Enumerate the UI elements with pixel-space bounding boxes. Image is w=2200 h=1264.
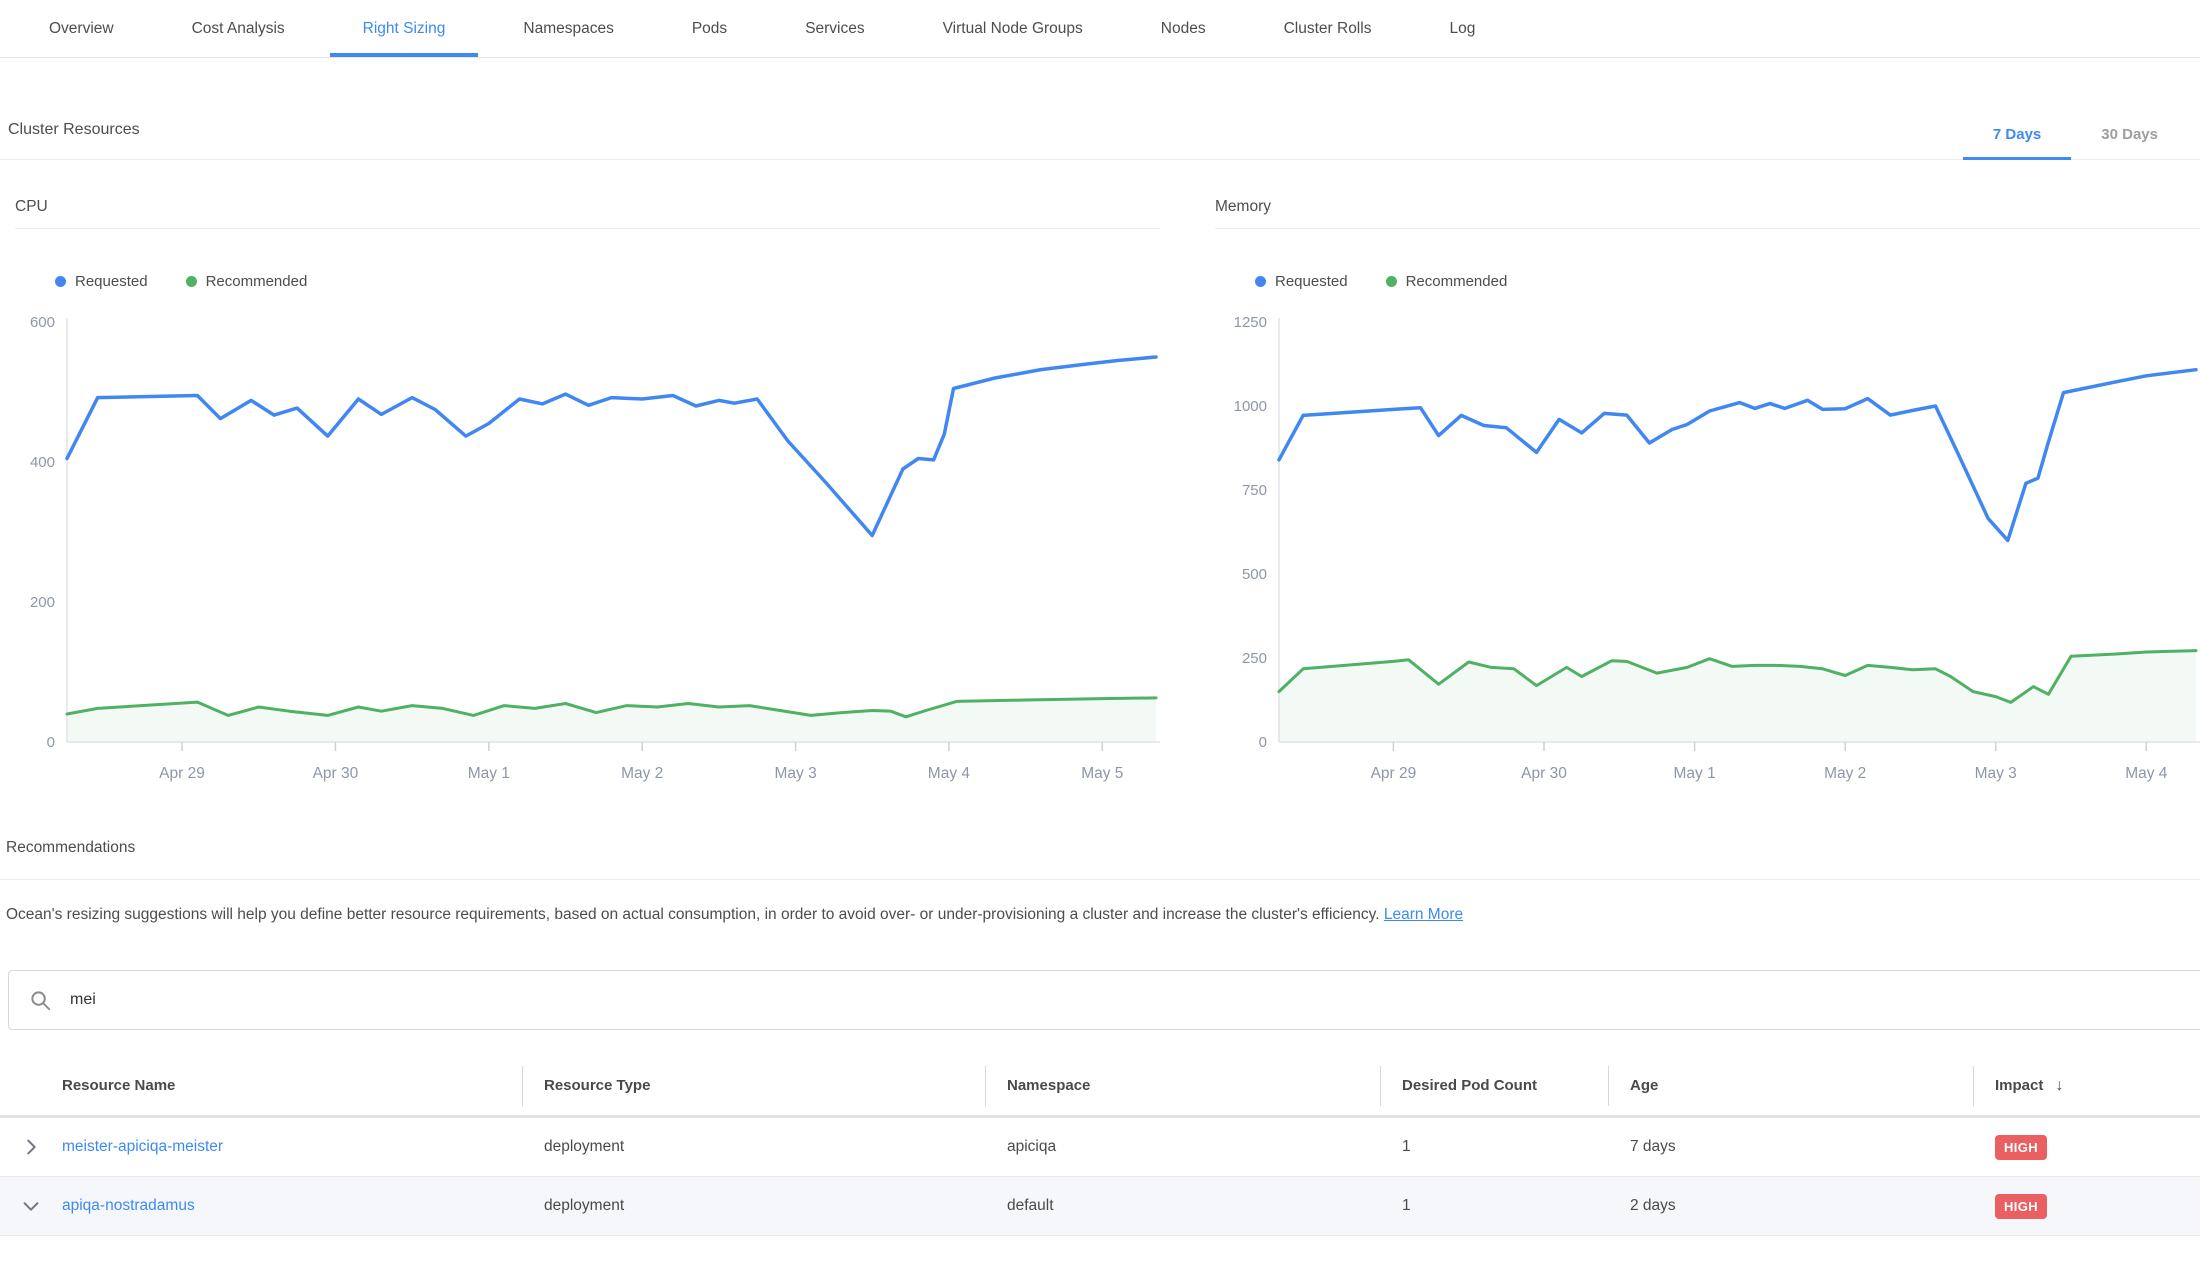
cpu-chart-panel: CPU Requested Recommended 0 200 400 600 Apr 2…	[15, 198, 1160, 791]
legend-label: Requested	[1275, 273, 1348, 290]
th-age[interactable]: Age	[1608, 1065, 1973, 1106]
pod-count-cell: 1	[1402, 1138, 1411, 1155]
charts-row: CPU Requested Recommended 0 200 400 600 Apr 2…	[0, 198, 2200, 791]
svg-text:May 3: May 3	[774, 765, 816, 782]
search-input[interactable]	[68, 990, 968, 1010]
namespace-cell: default	[1007, 1197, 1054, 1214]
time-range-toggle: 7 Days 30 Days	[1962, 126, 2188, 160]
resource-search-box	[8, 970, 2200, 1030]
svg-text:May 4: May 4	[928, 765, 971, 782]
table-row: apiqa-nostradamus deployment default 1 2 day…	[0, 1177, 2200, 1236]
legend-item-recommended[interactable]: Recommended	[185, 273, 308, 290]
svg-text:0: 0	[47, 734, 55, 751]
search-icon	[31, 990, 51, 1010]
tab-cluster-rolls[interactable]: Cluster Rolls	[1283, 19, 1372, 37]
svg-text:May 4: May 4	[2125, 765, 2168, 782]
legend-label: Recommended	[1405, 273, 1508, 290]
svg-text:600: 600	[30, 314, 55, 331]
tab-overview[interactable]: Overview	[49, 19, 114, 37]
recommendations-title: Recommendations	[0, 839, 2200, 880]
tab-namespaces[interactable]: Namespaces	[523, 19, 614, 37]
resource-type-cell: deployment	[544, 1138, 625, 1155]
th-desired-pod-count[interactable]: Desired Pod Count	[1380, 1065, 1608, 1106]
svg-text:1000: 1000	[1234, 398, 1267, 415]
svg-text:May 1: May 1	[1673, 765, 1715, 782]
main-tab-bar: Overview Cost Analysis Right Sizing Namespa…	[0, 0, 2200, 58]
svg-text:May 2: May 2	[621, 765, 663, 782]
tab-log[interactable]: Log	[1449, 19, 1476, 37]
legend-item-recommended[interactable]: Recommended	[1385, 273, 1508, 290]
recommendations-table: Resource Name Resource Type Namespace Desir…	[0, 1056, 2200, 1236]
memory-chart-panel: Memory Requested Recommended 0 250 500 750 10…	[1215, 198, 2200, 791]
tab-nodes[interactable]: Nodes	[1160, 19, 1206, 37]
memory-chart-title: Memory	[1215, 198, 2200, 229]
legend-label: Recommended	[205, 273, 308, 290]
svg-text:Apr 29: Apr 29	[1371, 765, 1417, 782]
resource-type-cell: deployment	[544, 1197, 625, 1214]
svg-text:750: 750	[1242, 482, 1267, 499]
section-title: Cluster Resources	[8, 121, 140, 138]
range-tab-30-days[interactable]: 30 Days	[2101, 126, 2158, 143]
age-cell: 2 days	[1630, 1197, 1676, 1214]
svg-text:May 3: May 3	[1975, 765, 2017, 782]
memory-chart: 0 250 500 750 1000 1250 Apr 29 Apr 30 May 1 May 2…	[1215, 308, 2200, 791]
tab-virtual-node-groups[interactable]: Virtual Node Groups	[942, 19, 1083, 37]
age-cell: 7 days	[1630, 1138, 1676, 1155]
memory-chart-legend: Requested Recommended	[1255, 273, 2200, 290]
cpu-chart-legend: Requested Recommended	[55, 273, 1160, 290]
th-resource-name[interactable]: Resource Name	[62, 1077, 176, 1094]
th-namespace[interactable]: Namespace	[985, 1065, 1380, 1106]
cluster-resources-header: Cluster Resources 7 Days 30 Days	[0, 58, 2200, 160]
learn-more-link[interactable]: Learn More	[1383, 906, 1464, 923]
svg-text:500: 500	[1242, 566, 1267, 583]
svg-text:200: 200	[30, 594, 55, 611]
tab-cost-analysis[interactable]: Cost Analysis	[191, 19, 285, 37]
impact-badge: HIGH	[1995, 1193, 2048, 1219]
legend-dot	[55, 276, 66, 287]
svg-text:0: 0	[1259, 734, 1267, 751]
namespace-cell: apiciqa	[1007, 1138, 1057, 1155]
tab-pods[interactable]: Pods	[691, 19, 728, 37]
svg-text:Apr 30: Apr 30	[313, 765, 359, 782]
tab-services[interactable]: Services	[805, 19, 865, 37]
legend-dot	[185, 276, 197, 287]
cpu-chart-title: CPU	[15, 198, 1160, 229]
th-expand-spacer	[0, 1066, 62, 1106]
table-row: meister-apiciqa-meister deployment apiciqa…	[0, 1118, 2200, 1177]
sort-descending-icon[interactable]: ↓	[2055, 1076, 2064, 1094]
chevron-down-icon[interactable]	[0, 1195, 62, 1217]
svg-text:250: 250	[1242, 650, 1267, 667]
svg-text:400: 400	[30, 454, 55, 471]
chevron-right-icon[interactable]	[0, 1136, 62, 1158]
svg-text:May 2: May 2	[1824, 765, 1866, 782]
tab-right-sizing[interactable]: Right Sizing	[329, 0, 479, 57]
legend-dot	[1385, 276, 1397, 287]
recommendations-description: Ocean's resizing suggestions will help y…	[0, 880, 2200, 924]
pod-count-cell: 1	[1402, 1197, 1411, 1214]
range-tab-7-days[interactable]: 7 Days	[1962, 126, 2072, 160]
legend-label: Requested	[75, 273, 148, 290]
impact-badge: HIGH	[1995, 1134, 2048, 1160]
svg-text:Apr 29: Apr 29	[159, 765, 205, 782]
resource-name-link[interactable]: meister-apiciqa-meister	[62, 1138, 224, 1155]
legend-item-requested[interactable]: Requested	[55, 273, 148, 290]
legend-item-requested[interactable]: Requested	[1255, 273, 1348, 290]
th-impact[interactable]: Impact ↓	[1973, 1065, 2200, 1106]
table-body: meister-apiciqa-meister deployment apiciqa…	[0, 1118, 2200, 1236]
legend-dot	[1255, 276, 1266, 287]
svg-text:May 1: May 1	[468, 765, 510, 782]
cpu-chart: 0 200 400 600 Apr 29 Apr 30 May 1 May 2 May 3 May…	[15, 308, 1160, 791]
table-header: Resource Name Resource Type Namespace Desir…	[0, 1056, 2200, 1118]
recommendations-description-text: Ocean's resizing suggestions will help y…	[6, 906, 1380, 923]
svg-text:May 5: May 5	[1081, 765, 1123, 782]
svg-text:1250: 1250	[1234, 314, 1267, 331]
resource-name-link[interactable]: apiqa-nostradamus	[62, 1197, 195, 1214]
th-resource-type[interactable]: Resource Type	[522, 1065, 985, 1106]
svg-text:Apr 30: Apr 30	[1521, 765, 1567, 782]
